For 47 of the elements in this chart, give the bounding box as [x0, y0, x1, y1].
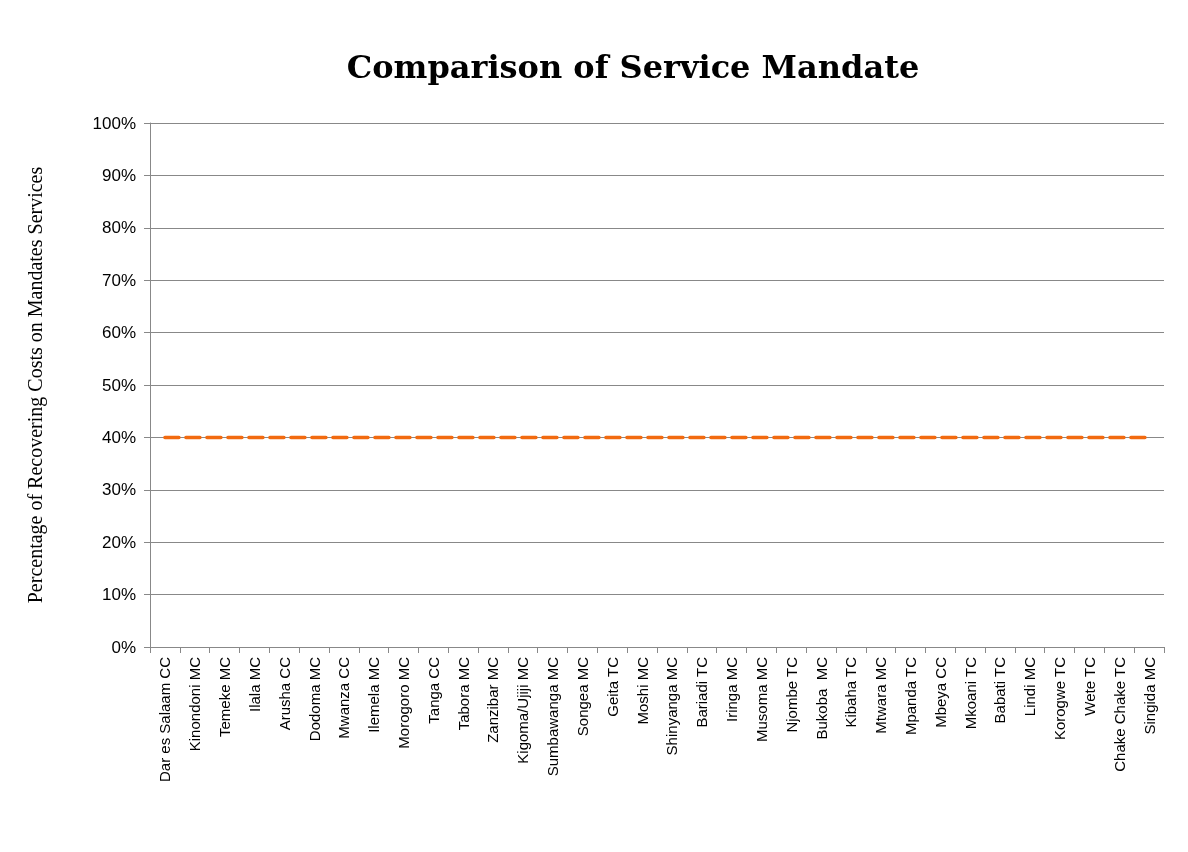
x-tick-label: Bukoba MC — [812, 656, 830, 740]
x-tick-label: Mkoani TC — [961, 656, 979, 730]
x-tick-label: Musoma MC — [752, 656, 770, 743]
x-tick-label: Zanzibar MC — [484, 656, 502, 743]
x-tick-label: Dar es Salaam CC — [156, 656, 174, 783]
x-tick-label: Songea MC — [573, 656, 591, 737]
x-tick-label: Ilemela MC — [365, 656, 383, 733]
x-tick-label: Kinondoni MC — [186, 656, 204, 752]
y-tick-label: 80% — [101, 218, 136, 238]
x-tick-label: Shinyanga MC — [663, 656, 681, 756]
x-tick-label: Moshi MC — [633, 656, 651, 725]
x-tick-label: Tanga CC — [424, 656, 442, 724]
y-tick-label: 70% — [101, 270, 136, 290]
x-tick-label: Geita TC — [603, 656, 621, 717]
x-tick-label: Chake Chake TC — [1110, 656, 1128, 772]
x-tick-label: Mbeya CC — [931, 656, 949, 728]
x-tick-label: Mtwara MC — [872, 656, 890, 734]
x-tick-label: Sumbawanga MC — [544, 656, 562, 777]
x-tick-label: Arusha CC — [275, 656, 293, 731]
x-tick-label: Iringa MC — [723, 656, 741, 723]
x-tick-label: Mwanza CC — [335, 656, 353, 739]
y-tick-label: 20% — [101, 532, 136, 552]
y-tick-label: 10% — [101, 585, 136, 605]
x-tick-label: Ilala MC — [245, 656, 263, 713]
x-tick-label: Dodoma MC — [305, 656, 323, 742]
y-tick-label: 0% — [111, 637, 136, 657]
x-tick-label: Lindi MC — [1021, 656, 1039, 717]
y-tick-label: 60% — [101, 323, 136, 343]
chart-title: Comparison of Service Mandate — [346, 48, 920, 86]
x-tick-label: Singida MC — [1140, 656, 1158, 735]
x-tick-label: Njombe TC — [782, 656, 800, 733]
y-tick-label: 100% — [92, 113, 136, 133]
x-tick-label: Morogoro MC — [395, 656, 412, 749]
y-tick-label: 50% — [101, 375, 136, 395]
y-tick-label: 40% — [101, 427, 136, 447]
x-tick-label: Wete TC — [1080, 656, 1098, 716]
x-tick-label: Bariadi TC — [693, 656, 711, 728]
x-tick-label: Tabora MC — [454, 656, 472, 731]
x-tick-label: Babati TC — [991, 656, 1009, 724]
x-tick-label: Korogwe TC — [1051, 656, 1069, 741]
y-tick-label: 90% — [101, 165, 136, 185]
x-tick-label: Kibaha TC — [842, 656, 860, 728]
x-tick-label: Kigoma/Ujiji MC — [514, 656, 532, 764]
x-tick-label: Mpanda TC — [902, 656, 919, 736]
y-axis-title: Percentage of Recovering Costs on Mandates Services — [24, 166, 47, 604]
x-tick-label: Temeke MC — [216, 656, 234, 738]
y-tick-label: 30% — [101, 480, 136, 500]
